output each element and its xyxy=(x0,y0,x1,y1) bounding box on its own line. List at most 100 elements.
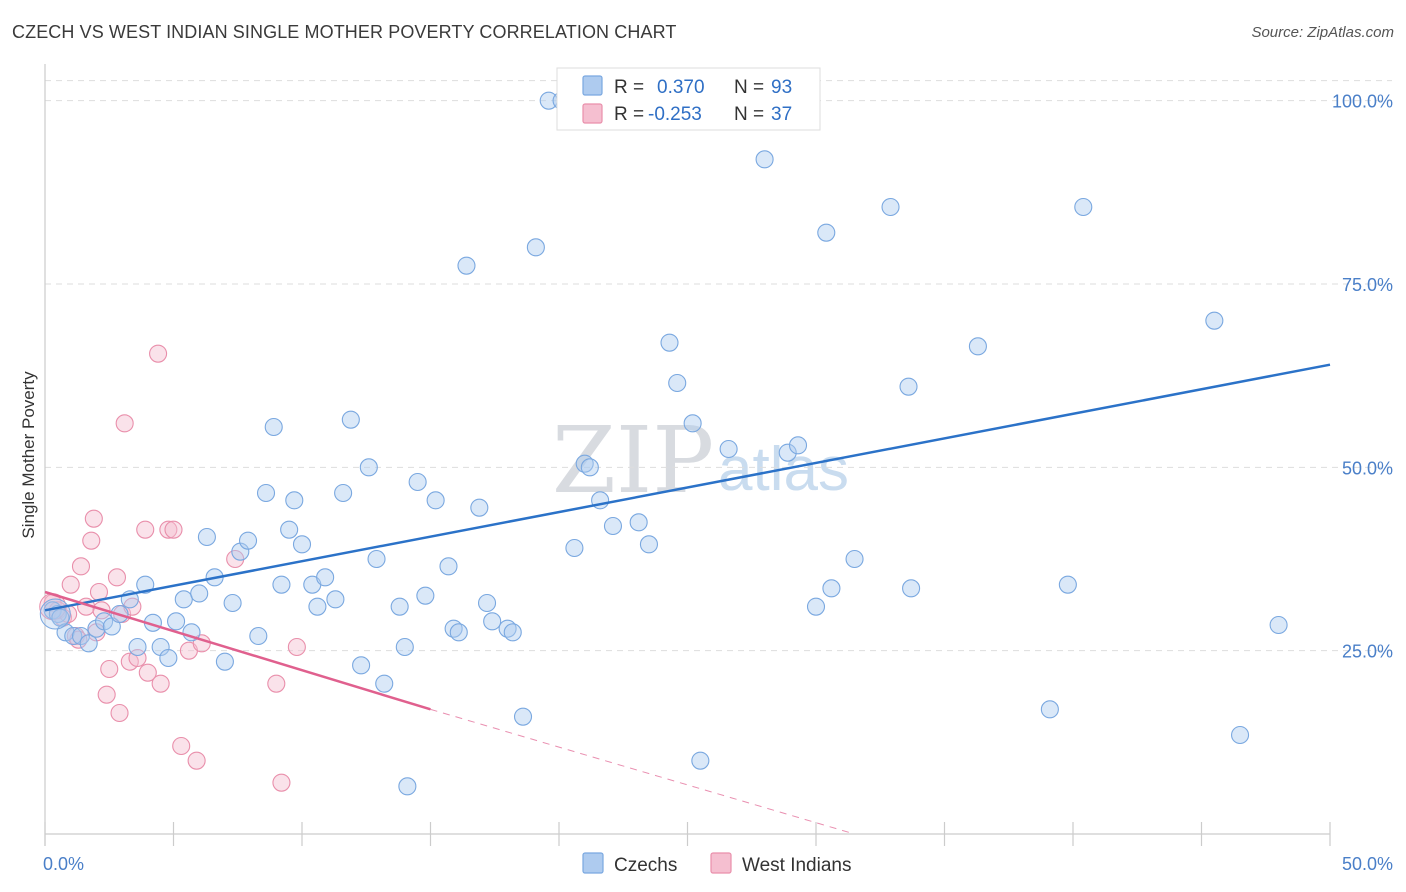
west-indians-point xyxy=(115,414,134,433)
czechs-point xyxy=(477,593,497,613)
tick-labels: 25.0% 50.0% 75.0% 100.0% 0.0% 50.0% xyxy=(43,92,1393,874)
czechs-point xyxy=(71,626,91,646)
czechs-trend-line xyxy=(44,363,1331,612)
czechs-point xyxy=(899,377,918,396)
czechs-point xyxy=(426,491,445,510)
west-indians-point xyxy=(172,736,191,756)
west-indians-point xyxy=(110,703,129,723)
czechs-point xyxy=(457,256,476,275)
west-indians-point xyxy=(61,575,80,594)
czechs-point xyxy=(1231,725,1250,745)
y-tick-label: 100.0% xyxy=(1332,92,1393,112)
west-indians-point xyxy=(287,637,306,657)
czechs-point xyxy=(395,637,414,657)
czechs-point xyxy=(285,491,304,510)
west-indians-point xyxy=(187,751,206,770)
stats-n-label-west-indians: N = xyxy=(734,104,764,125)
czechs-point xyxy=(968,337,987,356)
czechs-point xyxy=(190,584,209,603)
stats-n-value-czechs: 93 xyxy=(771,77,792,98)
west-indians-point xyxy=(149,344,168,363)
czechs-point xyxy=(408,472,427,492)
czechs-point xyxy=(128,637,147,657)
czechs-point xyxy=(390,597,409,616)
czechs-point xyxy=(719,439,738,459)
czechs-point xyxy=(167,612,186,631)
czechs-point xyxy=(1205,311,1224,330)
czechs-point xyxy=(256,483,276,503)
czechs-point xyxy=(449,623,468,642)
west-indians-point xyxy=(82,531,101,550)
czechs-point xyxy=(223,593,242,613)
czechs-point xyxy=(691,751,710,770)
y-tick-label: 75.0% xyxy=(1342,275,1393,295)
czechs-point xyxy=(272,575,291,594)
czechs-point xyxy=(215,652,234,671)
west-indians-point xyxy=(100,659,119,679)
x-tick-label: 50.0% xyxy=(1342,854,1393,874)
czechs-point xyxy=(398,777,417,796)
czechs-point xyxy=(174,590,193,609)
czechs-point xyxy=(292,535,312,554)
czechs-point xyxy=(326,590,345,609)
west-indians-point xyxy=(151,674,170,693)
czechs-point xyxy=(817,223,836,242)
czechs-point xyxy=(845,549,864,569)
west-indians-point xyxy=(71,557,91,576)
czechs-point xyxy=(352,656,371,675)
czechs-point xyxy=(639,535,659,554)
y-tick-label: 50.0% xyxy=(1342,458,1393,478)
stats-n-label-czechs: N = xyxy=(734,77,764,98)
czechs-point xyxy=(1040,700,1059,719)
czechs-point xyxy=(64,626,83,646)
czechs-point xyxy=(902,579,921,598)
stats-r-label-czechs: R = xyxy=(614,77,644,98)
czechs-point xyxy=(603,516,623,536)
czechs-point xyxy=(470,498,489,517)
west-indians-point xyxy=(136,520,155,539)
czechs-point xyxy=(629,513,648,532)
west-indians-point xyxy=(97,685,116,704)
legend-swatch-west-indians xyxy=(710,852,732,874)
czechs-point xyxy=(359,458,378,477)
west-indians-point xyxy=(267,674,286,693)
west-indians-point xyxy=(159,520,178,539)
czechs-point xyxy=(375,674,394,693)
x-tick-label: 0.0% xyxy=(43,854,84,874)
watermark-zip: ZIP xyxy=(552,407,714,514)
czechs-point-cluster xyxy=(39,598,71,630)
czechs-point xyxy=(1058,575,1077,594)
y-axis-label: Single Mother Poverty xyxy=(19,371,38,539)
stats-swatch-west-indians xyxy=(582,103,603,124)
czechs-point xyxy=(197,527,216,547)
source-label: Source: ZipAtlas.com xyxy=(1251,24,1394,41)
czechs-point xyxy=(683,414,702,433)
west-indians-point xyxy=(164,520,183,539)
chart-title: CZECH VS WEST INDIAN SINGLE MOTHER POVER… xyxy=(12,22,677,42)
czechs-point xyxy=(367,549,386,569)
czechs-point xyxy=(416,586,435,605)
czechs-point xyxy=(881,197,900,217)
czechs-point xyxy=(483,612,502,631)
stats-r-value-west-indians: -0.253 xyxy=(648,104,702,125)
czechs-point xyxy=(580,458,599,477)
west-indians-point xyxy=(107,568,127,587)
stats-r-label-west-indians: R = xyxy=(614,104,644,125)
west-indians-trend-extension xyxy=(430,708,855,835)
czechs-point xyxy=(79,634,98,653)
czechs-point xyxy=(788,436,808,455)
stats-n-value-west-indians: 37 xyxy=(771,104,792,125)
czechs-point xyxy=(806,597,826,616)
czechs-point xyxy=(439,557,458,576)
series-legend: Czechs West Indians xyxy=(582,852,851,876)
west-indians-point xyxy=(138,663,157,682)
czechs-point xyxy=(308,597,327,616)
legend-label-west-indians: West Indians xyxy=(742,855,851,876)
czechs-point xyxy=(316,568,335,587)
czechs-point xyxy=(1269,615,1288,635)
west-indians-point xyxy=(84,509,103,528)
czechs-point xyxy=(280,520,299,539)
west-indians-trend-line xyxy=(44,590,431,711)
czechs-point xyxy=(334,483,353,503)
